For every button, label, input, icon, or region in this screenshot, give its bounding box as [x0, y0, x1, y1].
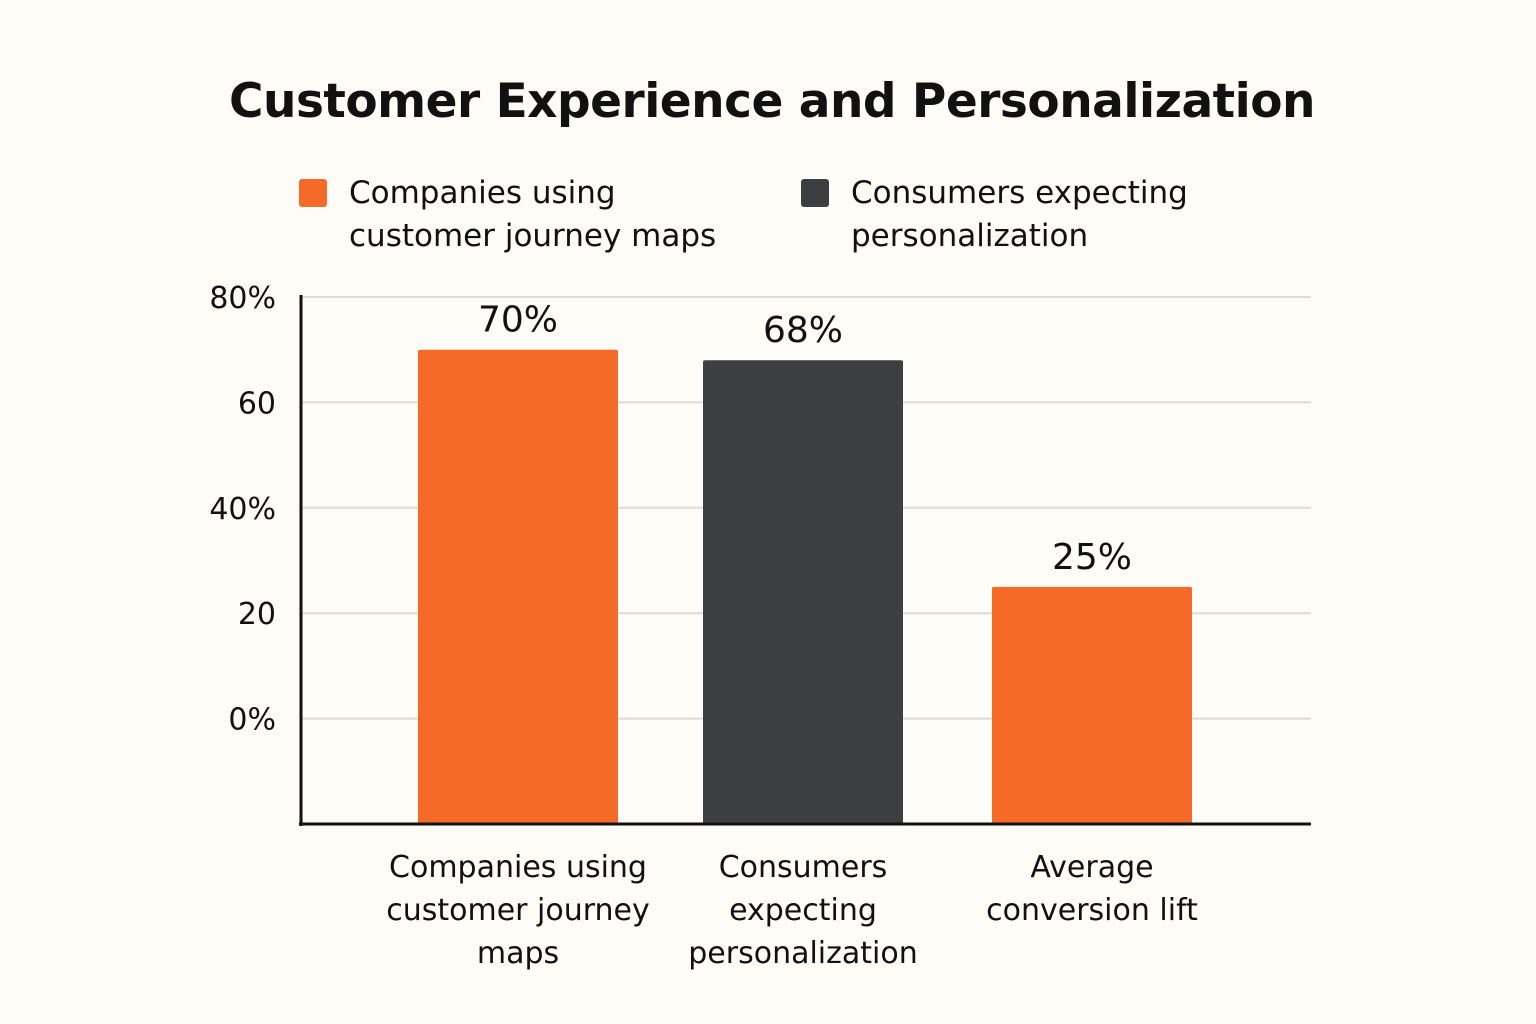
y-tick-label: 0%: [228, 703, 276, 738]
x-tick-label-line: customer journey: [386, 893, 650, 928]
x-tick-label: Companies using customer journey maps: [386, 850, 650, 971]
legend-swatch-consumers: [801, 179, 829, 207]
y-tick-label: 20: [238, 597, 276, 632]
y-tick-label: 80%: [209, 281, 276, 316]
data-label: 25%: [1052, 537, 1132, 578]
y-tick-label: 60: [238, 386, 276, 421]
bar: [418, 349, 618, 824]
y-tick-label: 40%: [209, 492, 276, 527]
x-tick-label-line: Consumers: [719, 850, 888, 885]
legend-swatch-companies: [299, 179, 327, 207]
data-label: 68%: [763, 310, 843, 351]
x-tick-label-line: conversion lift: [986, 893, 1198, 928]
x-tick-label-line: personalization: [688, 936, 917, 971]
x-tick-label: Consumers expecting personalization: [688, 850, 917, 971]
x-tick-label-line: Average: [1030, 850, 1153, 885]
legend-item-consumers: Consumers expecting personalization: [801, 172, 1271, 258]
bar: [703, 360, 903, 824]
x-tick-label-line: Companies using: [389, 850, 647, 885]
data-label: 70%: [478, 300, 558, 341]
x-tick-label-line: maps: [477, 936, 559, 971]
x-tick-label: Average conversion lift: [986, 850, 1198, 928]
legend-item-companies: Companies using customer journey maps: [299, 172, 769, 258]
bar: [992, 586, 1192, 824]
legend-label-consumers: Consumers expecting personalization: [851, 175, 1188, 254]
legend-label-companies: Companies using customer journey maps: [349, 175, 717, 254]
chart-title: Customer Experience and Personalization: [229, 74, 1316, 129]
x-tick-label-line: expecting: [729, 893, 877, 928]
